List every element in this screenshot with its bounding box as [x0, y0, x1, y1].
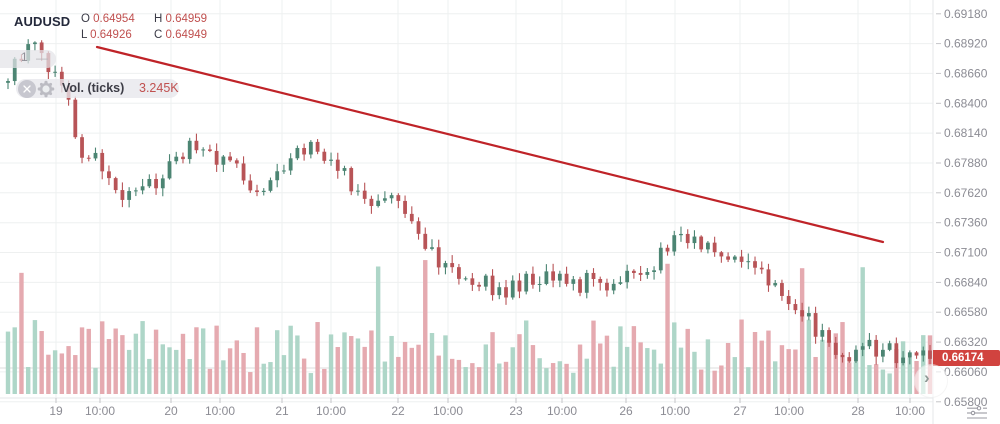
svg-text:26: 26: [619, 404, 633, 418]
svg-text:10:00: 10:00: [895, 404, 925, 418]
svg-text:10:00: 10:00: [774, 404, 804, 418]
svg-text:0.68140: 0.68140: [944, 126, 988, 140]
svg-text:10:00: 10:00: [85, 404, 115, 418]
svg-text:21: 21: [275, 404, 289, 418]
svg-text:19: 19: [49, 404, 63, 418]
svg-text:10:00: 10:00: [205, 404, 235, 418]
svg-text:0.66580: 0.66580: [944, 305, 988, 319]
svg-text:0.69180: 0.69180: [944, 7, 988, 21]
svg-text:0.68660: 0.68660: [944, 66, 988, 80]
svg-text:0.67620: 0.67620: [944, 186, 988, 200]
svg-text:0.66840: 0.66840: [944, 275, 988, 289]
svg-text:0.66320: 0.66320: [944, 335, 988, 349]
svg-text:0.68920: 0.68920: [944, 37, 988, 51]
svg-text:10:00: 10:00: [316, 404, 346, 418]
svg-text:0.68400: 0.68400: [944, 96, 988, 110]
svg-text:10:00: 10:00: [433, 404, 463, 418]
svg-text:22: 22: [391, 404, 405, 418]
svg-text:20: 20: [164, 404, 178, 418]
svg-text:28: 28: [851, 404, 865, 418]
svg-text:0.67360: 0.67360: [944, 216, 988, 230]
svg-text:10:00: 10:00: [660, 404, 690, 418]
svg-text:0.67880: 0.67880: [944, 156, 988, 170]
svg-text:23: 23: [509, 404, 523, 418]
svg-text:0.67100: 0.67100: [944, 246, 988, 260]
svg-text:27: 27: [733, 404, 747, 418]
svg-text:0.66060: 0.66060: [944, 365, 988, 379]
svg-text:10:00: 10:00: [547, 404, 577, 418]
